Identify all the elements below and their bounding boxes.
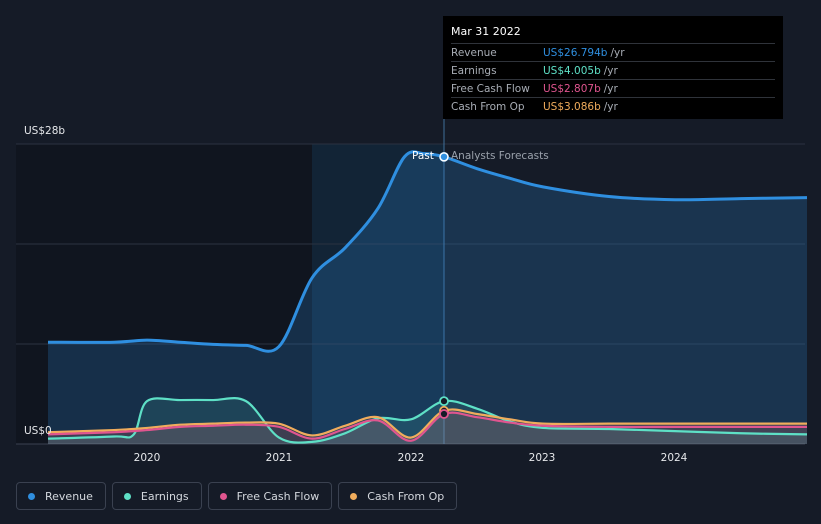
revenue-line [47, 150, 808, 353]
x-tick-label-2022: 2022 [397, 452, 425, 464]
tooltip-unit: /yr [603, 100, 618, 113]
revenue-highlight-marker [439, 152, 449, 162]
tooltip-unit: /yr [603, 64, 618, 77]
cash-from-op-dot-icon [350, 492, 358, 500]
legend-label: Free Cash Flow [236, 489, 320, 503]
tooltip-value: US$2.807b [543, 82, 601, 95]
free-cash-flow-line [47, 411, 807, 442]
free-cash-flow-area [48, 412, 807, 444]
free-cash-flow-dot-icon [219, 492, 227, 500]
earnings-point-marker [439, 396, 449, 407]
x-tick-label-2020: 2020 [133, 452, 161, 464]
tooltip-date: Mar 31 2022 [451, 25, 521, 38]
past-label: Past [412, 150, 434, 162]
cash-from-op-line [47, 408, 807, 439]
x-tick-label-2024: 2024 [660, 452, 688, 464]
tooltip-label: Free Cash Flow [451, 82, 530, 95]
x-tick-label-2021: 2021 [265, 452, 293, 464]
legend-item-free-cash-flow[interactable]: Free Cash Flow [207, 482, 333, 510]
tooltip-label: Earnings [451, 64, 497, 77]
tooltip-row-revenue: Revenue US$26.794b /yr [451, 43, 775, 61]
tooltip-label: Cash From Op [451, 100, 525, 113]
tooltip-row-cash-from-op: Cash From Op US$3.086b /yr [451, 97, 775, 115]
revenue-dot-icon [28, 492, 35, 500]
tooltip-row-free-cash-flow: Free Cash Flow US$2.807b /yr [451, 79, 775, 97]
highlight-band [312, 144, 444, 444]
tooltip-unit: /yr [603, 82, 618, 95]
revenue-area [48, 151, 807, 444]
y-tick-label-max: US$28b [24, 125, 66, 137]
legend-item-revenue[interactable]: Revenue [16, 482, 106, 510]
tooltip-value: US$26.794b [543, 46, 608, 59]
x-tick-label-2023: 2023 [528, 452, 556, 464]
legend-item-earnings[interactable]: Earnings [111, 482, 202, 510]
earnings-dot-icon [123, 492, 131, 500]
legend-item-cash-from-op[interactable]: Cash From Op [338, 482, 458, 510]
tooltip-row-earnings: Earnings US$4.005b /yr [451, 61, 775, 79]
data-tooltip: Mar 31 2022 Revenue US$26.794b /yr Earni… [443, 16, 783, 119]
forecast-label: Analysts Forecasts [451, 150, 549, 162]
y-tick-label-zero: US$0 [24, 425, 52, 437]
tooltip-label: Revenue [451, 46, 497, 59]
legend-label: Cash From Op [367, 489, 445, 503]
tooltip-value: US$3.086b [543, 100, 601, 113]
free-cash-flow-point-marker [439, 409, 449, 419]
legend-label: Earnings [140, 489, 189, 503]
tooltip-value: US$4.005b [543, 64, 601, 77]
legend-label: Revenue [45, 489, 93, 503]
chart-legend: Revenue Earnings Free Cash Flow Cash Fro… [16, 482, 458, 510]
earnings-area [48, 398, 807, 444]
tooltip-unit: /yr [610, 46, 625, 59]
